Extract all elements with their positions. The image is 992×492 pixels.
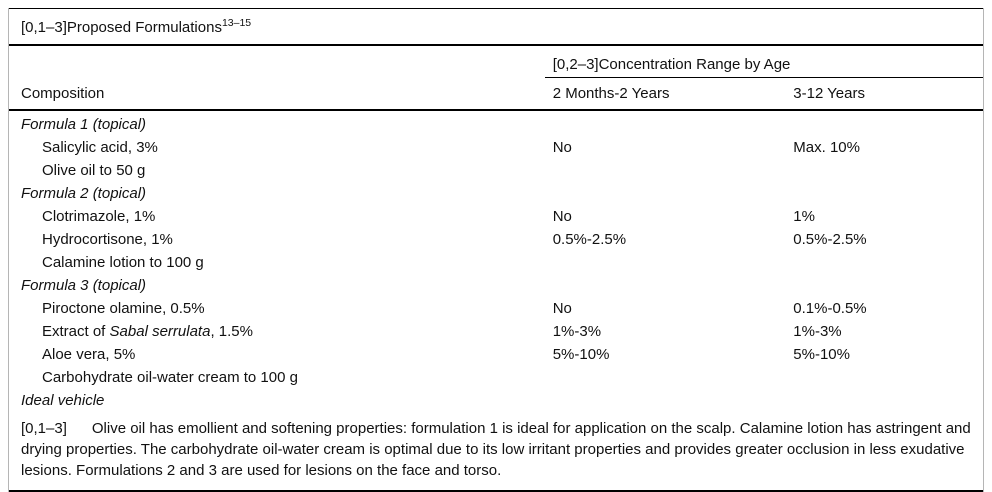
composition-cell: Aloe vera, 5% — [42, 346, 136, 363]
value-cell-3-12y: Max. 10% — [793, 139, 860, 156]
value-cell-3-12y: 0.1%-0.5% — [793, 300, 867, 317]
column-header-composition: Composition — [9, 77, 545, 111]
table-row: Olive oil to 50 g — [9, 160, 983, 183]
composition-text-suffix: , 1.5% — [210, 323, 253, 340]
table-row: Ideal vehicle — [9, 390, 983, 413]
table-title-row: [0,1–3]Proposed Formulations13–15 — [9, 8, 983, 46]
value-cell-3-12y — [785, 275, 983, 298]
value-cell-2m-2y — [545, 252, 786, 275]
title-reference-superscript: 13–15 — [221, 17, 252, 29]
value-cell-2m-2y — [545, 183, 786, 206]
value-cell-2m-2y: No — [552, 208, 572, 225]
value-cell-3-12y — [785, 183, 983, 206]
value-cell-3-12y: 1%-3% — [793, 323, 842, 340]
value-cell-2m-2y: No — [552, 139, 572, 156]
table-row: Calamine lotion to 100 g — [9, 252, 983, 275]
table-row: Formula 3 (topical) — [9, 275, 983, 298]
span-header-concentration-range: [0,2–3]Concentration Range by Age — [544, 45, 983, 78]
footnote-row: [0,1–3] Olive oil has emollient and softe… — [9, 413, 983, 492]
composition-cell: Ideal vehicle — [21, 392, 105, 409]
latin-species-name: Sabal serrulata — [109, 323, 211, 340]
value-cell-3-12y — [785, 367, 983, 390]
column-header-2months-2years: 2 Months-2 Years — [544, 77, 786, 111]
composition-cell: Extract of Sabal serrulata, 1.5% — [9, 321, 545, 344]
table-row: Aloe vera, 5% 5%-10% 5%-10% — [9, 344, 983, 367]
composition-text-prefix: Extract of — [42, 323, 110, 340]
table-footnote: [0,1–3] Olive oil has emollient and softe… — [9, 413, 983, 492]
table-row: Clotrimazole, 1% No 1% — [9, 206, 983, 229]
value-cell-2m-2y — [545, 390, 786, 413]
value-cell-3-12y: 5%-10% — [793, 346, 850, 363]
value-cell-3-12y — [785, 252, 983, 275]
value-cell-2m-2y: 0.5%-2.5% — [552, 231, 627, 248]
value-cell-3-12y: 0.5%-2.5% — [793, 231, 867, 248]
value-cell-3-12y — [785, 390, 983, 413]
table-title: [0,1–3]Proposed Formulations13–15 — [9, 8, 983, 46]
value-cell-3-12y — [785, 110, 983, 137]
composition-cell: Olive oil to 50 g — [42, 162, 146, 179]
value-cell-2m-2y: 1%-3% — [552, 323, 602, 340]
value-cell-2m-2y — [545, 110, 786, 137]
column-header-3-12-years: 3-12 Years — [785, 77, 983, 111]
table-row: Carbohydrate oil-water cream to 100 g — [9, 367, 983, 390]
empty-header-cell — [9, 45, 545, 78]
footnote-text: Olive oil has emollient and softening pr… — [21, 420, 971, 479]
table-row: Hydrocortisone, 1% 0.5%-2.5% 0.5%-2.5% — [9, 229, 983, 252]
composition-cell: Salicylic acid, 3% — [42, 139, 158, 156]
composition-cell: Calamine lotion to 100 g — [42, 254, 204, 271]
table-frame: [0,1–3]Proposed Formulations13–15 [0,2–3… — [8, 8, 984, 492]
column-header-row: Composition 2 Months-2 Years 3-12 Years — [9, 77, 983, 111]
table-row: Piroctone olamine, 0.5% No 0.1%-0.5% — [9, 298, 983, 321]
table-row: Salicylic acid, 3% No Max. 10% — [9, 137, 983, 160]
table-row: Formula 1 (topical) — [9, 110, 983, 137]
composition-cell: Hydrocortisone, 1% — [42, 231, 173, 248]
footnote-label: [0,1–3] — [21, 420, 67, 437]
value-cell-3-12y: 1% — [793, 208, 815, 225]
span-header-row: [0,2–3]Concentration Range by Age — [9, 45, 983, 78]
value-cell-2m-2y: No — [552, 300, 572, 317]
composition-cell: Clotrimazole, 1% — [42, 208, 156, 225]
table-row: Formula 2 (topical) — [9, 183, 983, 206]
composition-cell: Formula 2 (topical) — [21, 185, 147, 202]
value-cell-3-12y — [785, 160, 983, 183]
proposed-formulations-table: [0,1–3]Proposed Formulations13–15 [0,2–3… — [9, 8, 983, 492]
composition-cell: Formula 3 (topical) — [21, 277, 147, 294]
table-title-text: [0,1–3]Proposed Formulations — [21, 19, 222, 36]
value-cell-2m-2y — [545, 160, 786, 183]
table-row: Extract of Sabal serrulata, 1.5% 1%-3% 1… — [9, 321, 983, 344]
composition-cell: Piroctone olamine, 0.5% — [42, 300, 205, 317]
value-cell-2m-2y — [545, 275, 786, 298]
composition-cell: Formula 1 (topical) — [21, 116, 147, 133]
composition-cell: Carbohydrate oil-water cream to 100 g — [42, 369, 298, 386]
value-cell-2m-2y — [545, 367, 786, 390]
value-cell-2m-2y: 5%-10% — [552, 346, 610, 363]
